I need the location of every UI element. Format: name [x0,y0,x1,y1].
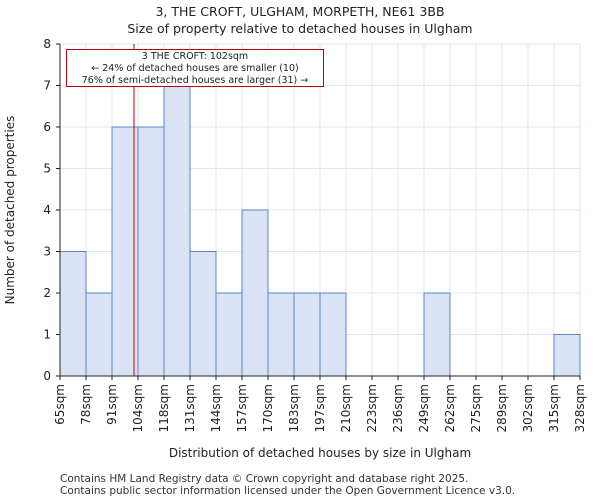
chart-title: 3, THE CROFT, ULGHAM, MORPETH, NE61 3BB [155,4,445,19]
x-tick-label-12: 223sqm [365,384,379,432]
x-tick-label-10: 197sqm [313,384,327,432]
annotation-line-3: 76% of semi-detached houses are larger (… [81,75,309,86]
y-tick-label-1: 1 [43,328,51,342]
x-tick-label-4: 118sqm [157,384,171,432]
x-tick-label-7: 157sqm [235,384,249,432]
y-tick-label-0: 0 [43,369,51,383]
y-tick-label-6: 6 [43,120,51,134]
bar-5 [189,251,217,377]
x-tick-label-17: 289sqm [495,384,509,432]
bar-4 [163,85,191,377]
y-tick-label-7: 7 [43,79,51,93]
annotation-box: 3 THE CROFT: 102sqm ← 24% of detached ho… [66,49,324,87]
x-tick-label-6: 144sqm [209,384,223,432]
annotation-line-2: ← 24% of detached houses are smaller (10… [91,63,299,74]
x-tick-label-9: 183sqm [287,384,301,432]
y-tick-label-8: 8 [43,37,51,51]
x-tick-label-2: 91sqm [105,384,119,425]
y-tick-label-4: 4 [43,203,51,217]
chart-subtitle: Size of property relative to detached ho… [127,21,473,36]
y-tick-label-2: 2 [43,286,51,300]
bar-0 [59,251,87,377]
annotation-line-1: 3 THE CROFT: 102sqm [141,51,249,62]
x-tick-label-16: 275sqm [469,384,483,432]
x-tick-label-18: 302sqm [521,384,535,432]
axes: 0 1 2 3 4 5 6 7 8 65sqm 78sqm 91sqm 104sqm 118sqm 131s… [43,37,587,432]
x-tick-label-19: 315sqm [547,384,561,432]
y-axis-label: Number of detached properties [3,115,17,305]
x-tick-label-0: 65sqm [53,384,67,425]
bar-6 [215,292,243,377]
x-tick-label-11: 210sqm [339,384,353,432]
bar-19 [553,334,581,377]
bar-9 [293,292,321,377]
x-tick-label-5: 131sqm [183,384,197,432]
bar-14 [423,292,451,377]
bar-1 [85,292,113,377]
x-tick-label-1: 78sqm [79,384,93,425]
bar-8 [267,292,295,377]
x-tick-label-20: 328sqm [573,384,587,432]
x-tick-label-3: 104sqm [131,384,145,432]
histogram-chart: 0 1 2 3 4 5 6 7 8 65sqm 78sqm 91sqm 104sqm 118sqm 131s… [43,37,587,432]
bar-3 [137,126,165,377]
y-tick-label-3: 3 [43,245,51,259]
y-tick-label-5: 5 [43,162,51,176]
x-tick-label-8: 170sqm [261,384,275,432]
x-axis-label: Distribution of detached houses by size … [168,446,472,460]
x-tick-label-15: 262sqm [443,384,457,432]
footer-line-1: Contains HM Land Registry data © Crown c… [60,473,469,485]
x-tick-label-13: 236sqm [391,384,405,432]
bar-7 [241,209,269,377]
bar-10 [319,292,347,377]
footer-line-2: Contains public sector information licen… [60,485,516,497]
x-tick-label-14: 249sqm [417,384,431,432]
